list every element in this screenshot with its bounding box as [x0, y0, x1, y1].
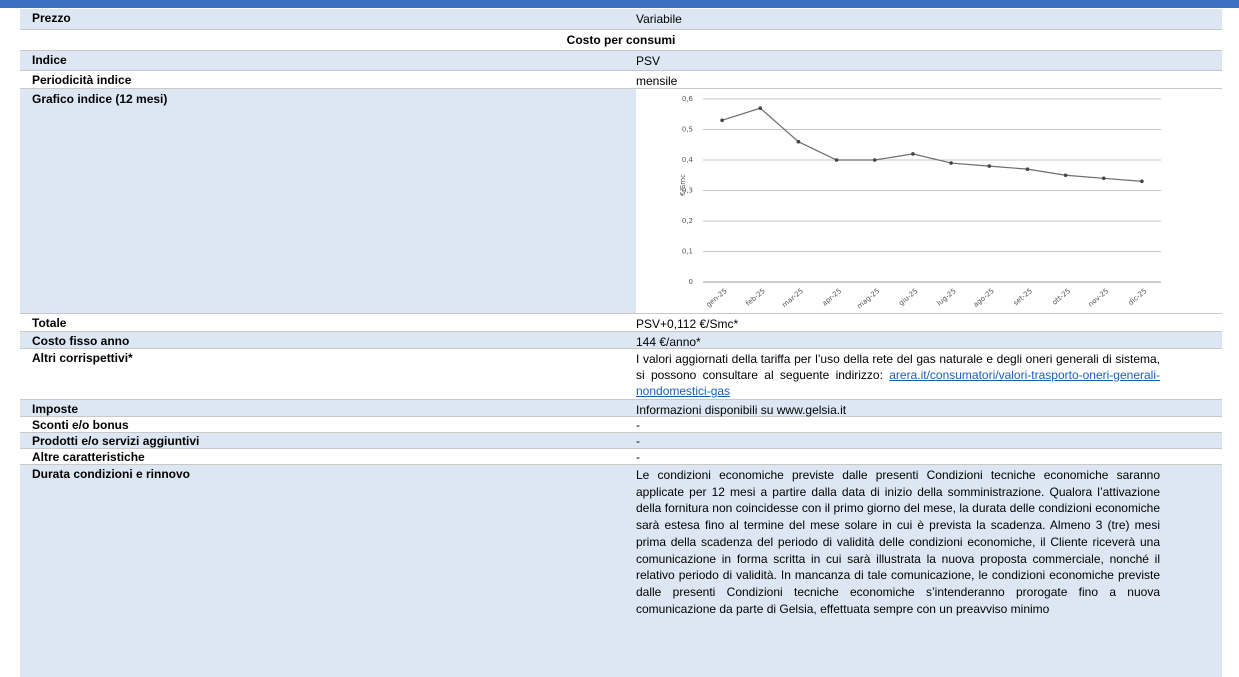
- data-point: [949, 161, 953, 165]
- data-point: [872, 158, 877, 162]
- y-tick-label: 0,1: [682, 248, 693, 256]
- row-value: 144 €/anno*: [636, 335, 701, 349]
- link[interactable]: arera.it/consumatori/valori-trasporto-on…: [636, 368, 1160, 398]
- y-tick-label: 0: [689, 278, 693, 286]
- row: Costo fisso anno 144 €/anno*: [20, 332, 1222, 349]
- data-point: [796, 139, 801, 144]
- x-tick-label: mar-25: [781, 287, 805, 309]
- row: Altre caratteristiche -: [20, 449, 1222, 465]
- row-label: Imposte: [32, 402, 79, 416]
- row-value: -: [636, 418, 640, 432]
- row-label: Altre caratteristiche: [32, 450, 145, 464]
- row-label: Durata condizioni e rinnovo: [32, 467, 191, 481]
- data-point: [1101, 176, 1106, 181]
- x-tick-label: set-25: [1012, 287, 1034, 307]
- x-tick-label: ott-25: [1051, 287, 1072, 307]
- row: Periodicità indice mensile: [20, 71, 1222, 89]
- row-value: PSV+0,112 €/Smc*: [636, 317, 739, 331]
- y-axis-label: €/Smc: [679, 174, 687, 196]
- data-point: [911, 152, 915, 156]
- row-label: Totale: [32, 316, 67, 330]
- x-tick-label: ago-25: [972, 287, 996, 309]
- data-line: [721, 107, 1142, 182]
- data-point: [758, 106, 763, 110]
- row-value: PSV: [636, 54, 661, 68]
- row-label: Periodicità indice: [32, 73, 132, 87]
- row-value: Le condizioni economiche previste dalle …: [636, 468, 1160, 616]
- y-tick-label: 0,3: [682, 187, 693, 195]
- row-text: I valori aggiornati della tariffa per l’…: [636, 352, 1160, 382]
- y-tick-label: 0,6: [682, 95, 694, 103]
- row-label: Grafico indice (12 mesi): [32, 92, 168, 106]
- x-tick-label: lug-25: [935, 287, 957, 307]
- row-value: -: [636, 434, 640, 448]
- chart: €/Smc 0 0,1 0,2 0,3 0,4 0,5 0,6 gen-25 feb-25 mar…: [636, 89, 1222, 313]
- row: Indice PSV: [20, 51, 1222, 71]
- row: Prezzo Variabile: [20, 9, 1222, 30]
- row-value: Variabile: [636, 12, 682, 26]
- row: Grafico indice (12 mesi) €/Smc 0 0,1 0,2 0,…: [20, 89, 1222, 314]
- x-tick-label: giu-25: [897, 287, 919, 307]
- row-value: mensile: [636, 74, 678, 88]
- row: Imposte Informazioni disponibili su www.…: [20, 400, 1222, 417]
- row-label: Indice: [32, 53, 67, 67]
- data-point: [1025, 167, 1030, 171]
- row-value: Informazioni disponibili su www.gelsia.i…: [636, 403, 847, 417]
- top-bar: [0, 0, 1239, 8]
- x-tick-label: apr-25: [821, 287, 843, 308]
- data-point: [1140, 179, 1144, 184]
- data-point: [834, 158, 839, 162]
- row-label: Altri corrispettivi*: [32, 351, 133, 365]
- data-point: [1063, 173, 1068, 178]
- row-label: Prodotti e/o servizi aggiuntivi: [32, 434, 200, 448]
- x-tick-label: feb-25: [744, 287, 766, 308]
- row-label: Sconti e/o bonus: [32, 418, 129, 432]
- x-tick-label: dic-25: [1127, 287, 1149, 307]
- row-value: I valori aggiornati della tariffa per l’…: [636, 351, 1160, 399]
- y-tick-label: 0,4: [682, 156, 694, 164]
- y-tick-label: 0,2: [682, 217, 693, 225]
- section-header: Costo per consumi: [20, 30, 1222, 51]
- row: Sconti e/o bonus -: [20, 417, 1222, 433]
- row-label: Prezzo: [32, 11, 71, 25]
- x-tick-label: nov-25: [1087, 287, 1111, 309]
- row-value: -: [636, 450, 640, 464]
- row: Durata condizioni e rinnovo Le condizion…: [20, 465, 1222, 677]
- y-tick-label: 0,5: [682, 126, 693, 134]
- x-tick-label: mag-25: [855, 287, 881, 310]
- section-title: Costo per consumi: [566, 33, 676, 47]
- row-label: Costo fisso anno: [32, 334, 130, 348]
- row: Totale PSV+0,112 €/Smc*: [20, 314, 1222, 332]
- row: Altri corrispettivi* I valori aggiornati…: [20, 349, 1222, 400]
- data-point: [720, 118, 724, 123]
- row: Prodotti e/o servizi aggiuntivi -: [20, 433, 1222, 449]
- data-point: [987, 164, 992, 168]
- x-tick-label: gen-25: [705, 287, 729, 309]
